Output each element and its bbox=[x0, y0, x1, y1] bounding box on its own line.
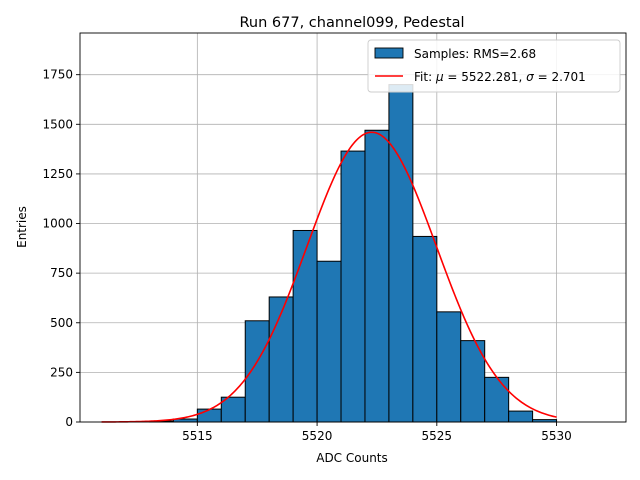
chart-title: Run 677, channel099, Pedestal bbox=[239, 15, 464, 31]
x-axis-label: ADC Counts bbox=[316, 451, 388, 465]
histogram-bar bbox=[364, 129, 390, 423]
y-tick-label: 0 bbox=[65, 415, 73, 429]
y-tick-label: 750 bbox=[50, 266, 73, 280]
legend-fit-mu: μ bbox=[435, 70, 444, 84]
legend-fit-label: Fit: μ = 5522.281, σ = 2.701 bbox=[414, 70, 586, 84]
legend-fit-mu-value: = 5522.281, bbox=[444, 70, 527, 84]
histogram-bar bbox=[268, 296, 294, 423]
y-tick-label: 500 bbox=[50, 316, 73, 330]
legend-histogram-label: Samples: RMS=2.68 bbox=[414, 47, 536, 61]
legend-box bbox=[367, 39, 621, 93]
x-tick-label: 5520 bbox=[302, 429, 333, 443]
histogram-bar bbox=[316, 260, 342, 423]
histogram-bars bbox=[148, 84, 558, 423]
histogram-bar bbox=[244, 320, 270, 423]
y-tick-label: 1250 bbox=[42, 167, 73, 181]
legend-histogram-swatch bbox=[374, 47, 404, 59]
histogram-bar bbox=[412, 235, 438, 423]
y-tick-label: 250 bbox=[50, 365, 73, 379]
x-tick-label: 5530 bbox=[541, 429, 572, 443]
legend-fit-sigma-value: = 2.701 bbox=[534, 70, 586, 84]
legend: Samples: RMS=2.68 Fit: μ = 5522.281, σ =… bbox=[367, 39, 621, 93]
legend-fit-sigma: σ bbox=[526, 70, 534, 84]
histogram-bar bbox=[196, 408, 222, 423]
histogram-bar bbox=[436, 311, 462, 423]
x-tick-label: 5525 bbox=[422, 429, 453, 443]
y-tick-label: 1750 bbox=[42, 68, 73, 82]
histogram-bar bbox=[340, 150, 366, 423]
histogram-bar bbox=[292, 229, 318, 423]
y-tick-label: 1500 bbox=[42, 117, 73, 131]
x-axis-ticks: 5515 5520 5525 5530 bbox=[182, 422, 572, 443]
legend-fit-prefix: Fit: bbox=[414, 70, 436, 84]
y-axis-ticks: 0 250 500 750 1000 1250 1500 1750 bbox=[42, 68, 80, 429]
x-tick-label: 5515 bbox=[182, 429, 213, 443]
histogram-bar bbox=[508, 410, 534, 423]
histogram-bar bbox=[484, 376, 510, 423]
histogram-bar bbox=[388, 84, 414, 423]
plot-frame bbox=[79, 32, 627, 423]
fit-curve bbox=[101, 131, 557, 423]
y-tick-label: 1000 bbox=[42, 217, 73, 231]
y-axis-label: Entries bbox=[15, 206, 29, 248]
